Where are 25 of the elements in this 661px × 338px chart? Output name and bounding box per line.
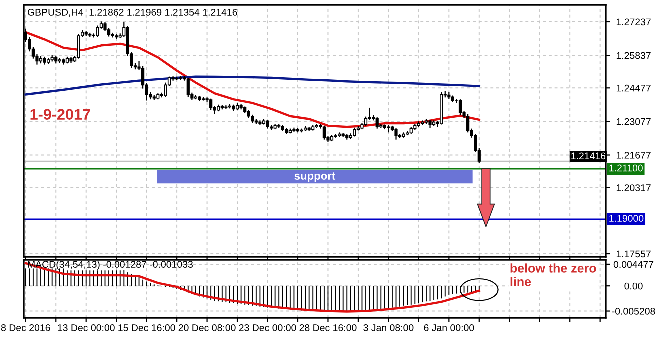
annotation: below the zero line xyxy=(510,264,596,286)
y-tick-label: 1.27237 xyxy=(616,18,651,26)
x-tick-label: 6 Jan 00:00 xyxy=(424,324,474,332)
x-tick-label: 23 Dec 00:00 xyxy=(239,324,296,332)
x-tick-label: 20 Dec 08:00 xyxy=(178,324,236,332)
ref-line-label: 1.19000 xyxy=(610,215,644,222)
chart-title: GBPUSD,H4 1.21862 1.21969 1.21354 1.21416 xyxy=(28,9,238,18)
band-label: support xyxy=(294,172,336,182)
y-tick-label: 1.24477 xyxy=(616,84,651,92)
y-tick-label: -0.005208 xyxy=(612,308,656,315)
x-tick-label: 15 Dec 16:00 xyxy=(118,324,176,332)
annotation: 1-9-2017 xyxy=(30,109,90,120)
y-tick-label: 1.21677 xyxy=(616,152,651,159)
y-tick-label: 1.17557 xyxy=(616,250,651,258)
y-tick-label: 1.23077 xyxy=(616,118,651,126)
ref-line-label: 1.21100 xyxy=(610,164,643,172)
y-tick-label: 0.004477 xyxy=(614,261,654,268)
x-tick-label: 28 Dec 16:00 xyxy=(300,324,357,332)
x-tick-label: 8 Dec 2016 xyxy=(1,324,50,332)
x-tick-label: 13 Dec 00:00 xyxy=(58,324,115,332)
ref-line-label: 1.21416 xyxy=(572,152,606,160)
y-tick-label: 1.25837 xyxy=(616,52,651,60)
y-tick-label: 0.00 xyxy=(624,282,643,290)
y-tick-label: 1.20317 xyxy=(616,184,651,192)
x-tick-label: 3 Jan 08:00 xyxy=(364,324,414,332)
